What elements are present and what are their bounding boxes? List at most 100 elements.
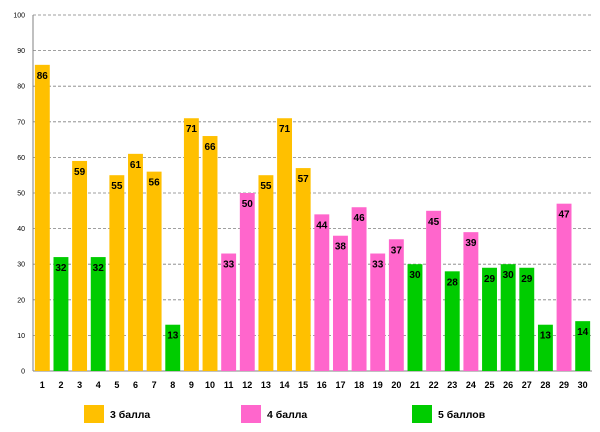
x-tick-label-1: 1 xyxy=(40,380,45,390)
x-tick-label-10: 10 xyxy=(205,380,215,390)
x-tick-label-13: 13 xyxy=(261,380,271,390)
bar-18 xyxy=(351,207,367,371)
bar-29 xyxy=(556,203,572,371)
data-label-21: 30 xyxy=(409,270,421,281)
bar-1 xyxy=(34,64,50,371)
x-tick-label-9: 9 xyxy=(189,380,194,390)
x-tick-label-22: 22 xyxy=(429,380,439,390)
y-tick-label-0: 0 xyxy=(21,369,25,376)
x-tick-label-25: 25 xyxy=(485,380,495,390)
legend-swatch-3 xyxy=(84,405,104,423)
data-label-19: 33 xyxy=(372,260,384,271)
x-tick-label-27: 27 xyxy=(522,380,532,390)
data-label-9: 71 xyxy=(186,124,198,135)
data-label-6: 61 xyxy=(130,160,142,171)
x-tick-label-18: 18 xyxy=(354,380,364,390)
bar-5 xyxy=(109,175,125,371)
data-label-13: 55 xyxy=(260,181,272,192)
bar-23 xyxy=(444,271,460,371)
x-tick-label-30: 30 xyxy=(578,380,588,390)
x-tick-label-11: 11 xyxy=(224,380,234,390)
data-label-3: 59 xyxy=(74,167,86,178)
bar-16 xyxy=(314,214,330,371)
bar-22 xyxy=(426,210,442,371)
data-label-22: 45 xyxy=(428,217,440,228)
data-label-14: 71 xyxy=(279,124,291,135)
data-label-12: 50 xyxy=(242,199,254,210)
x-tick-label-6: 6 xyxy=(133,380,138,390)
data-label-29: 47 xyxy=(558,210,570,221)
bar-11 xyxy=(221,253,237,371)
data-label-18: 46 xyxy=(354,213,366,224)
x-tick-label-12: 12 xyxy=(242,380,252,390)
x-tick-label-7: 7 xyxy=(152,380,157,390)
x-tick-label-2: 2 xyxy=(58,380,63,390)
bar-26 xyxy=(500,264,516,371)
x-tick-label-3: 3 xyxy=(77,380,82,390)
x-tick-label-8: 8 xyxy=(170,380,175,390)
legend-label-5: 5 баллов xyxy=(438,409,486,421)
data-label-24: 39 xyxy=(465,238,477,249)
x-tick-label-19: 19 xyxy=(373,380,383,390)
bar-19 xyxy=(370,253,386,371)
y-tick-label-100: 100 xyxy=(13,13,25,20)
bar-14 xyxy=(277,118,293,372)
bar-12 xyxy=(239,193,255,371)
x-tick-label-21: 21 xyxy=(410,380,420,390)
bar-9 xyxy=(183,118,199,372)
bar-24 xyxy=(463,232,479,371)
x-tick-label-17: 17 xyxy=(335,380,345,390)
data-label-26: 30 xyxy=(503,270,515,281)
y-tick-label-40: 40 xyxy=(17,226,25,233)
y-tick-label-80: 80 xyxy=(17,84,25,91)
data-label-16: 44 xyxy=(316,220,328,231)
data-label-27: 29 xyxy=(521,274,533,285)
x-tick-label-23: 23 xyxy=(447,380,457,390)
x-tick-label-16: 16 xyxy=(317,380,327,390)
bar-30 xyxy=(575,321,591,371)
y-tick-label-10: 10 xyxy=(17,333,25,340)
bar-4 xyxy=(90,257,106,371)
data-label-5: 55 xyxy=(111,181,123,192)
data-label-15: 57 xyxy=(298,174,310,185)
bar-8 xyxy=(165,324,181,371)
data-label-11: 33 xyxy=(223,260,235,271)
x-tick-label-24: 24 xyxy=(466,380,476,390)
legend-swatch-5 xyxy=(412,405,432,423)
y-tick-label-50: 50 xyxy=(17,191,25,198)
x-tick-label-14: 14 xyxy=(280,380,290,390)
data-label-30: 14 xyxy=(577,327,589,338)
x-tick-label-29: 29 xyxy=(559,380,569,390)
bar-27 xyxy=(519,267,535,371)
bar-10 xyxy=(202,136,218,371)
x-tick-label-15: 15 xyxy=(298,380,308,390)
bar-6 xyxy=(128,153,143,371)
legend-swatch-4 xyxy=(241,405,261,423)
bar-21 xyxy=(407,264,423,371)
legend-label-4: 4 балла xyxy=(267,409,307,421)
data-label-8: 13 xyxy=(167,331,179,342)
legend-label-3: 3 балла xyxy=(110,409,150,421)
data-label-1: 86 xyxy=(37,71,49,82)
data-label-10: 66 xyxy=(204,142,216,153)
y-tick-label-70: 70 xyxy=(17,119,25,126)
bar-28 xyxy=(537,324,553,371)
bar-25 xyxy=(482,267,497,371)
bar-7 xyxy=(146,171,162,371)
bar-17 xyxy=(332,235,348,371)
data-label-20: 37 xyxy=(391,245,403,256)
data-label-4: 32 xyxy=(93,263,105,274)
x-tick-label-5: 5 xyxy=(114,380,119,390)
data-label-25: 29 xyxy=(484,274,496,285)
y-tick-label-30: 30 xyxy=(17,262,25,269)
x-tick-label-4: 4 xyxy=(96,380,101,390)
bar-3 xyxy=(72,160,88,371)
data-label-7: 56 xyxy=(149,178,161,189)
data-label-23: 28 xyxy=(447,277,459,288)
data-label-2: 32 xyxy=(55,263,67,274)
x-tick-label-20: 20 xyxy=(391,380,401,390)
y-tick-label-60: 60 xyxy=(17,155,25,162)
bar-13 xyxy=(258,175,274,371)
y-tick-label-90: 90 xyxy=(17,48,25,55)
